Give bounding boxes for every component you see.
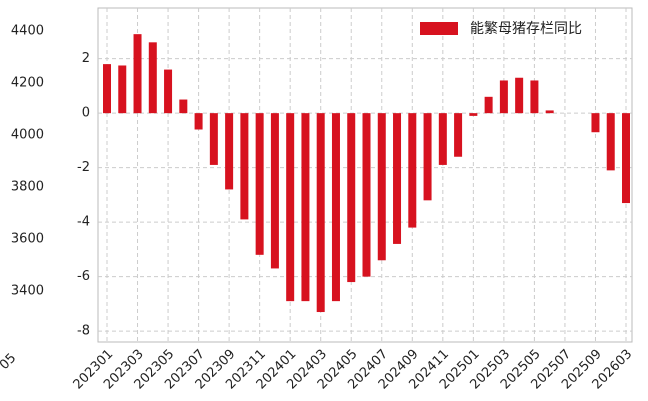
y-tick-label: -2	[77, 160, 90, 175]
bar	[515, 77, 524, 114]
bar	[240, 113, 249, 220]
bar	[194, 113, 203, 130]
bar	[103, 64, 111, 114]
bar	[499, 80, 508, 114]
y-tick-label: -6	[77, 269, 90, 284]
bar	[255, 113, 264, 255]
legend-swatch	[420, 22, 458, 35]
bar	[545, 110, 554, 114]
bar	[164, 69, 173, 114]
bar	[469, 113, 478, 116]
y2-tick-label: 3400	[11, 284, 44, 299]
bar	[286, 113, 295, 302]
y-tick-label: 0	[82, 106, 90, 121]
y-tick-label: -8	[77, 324, 90, 339]
bar	[301, 113, 310, 302]
bar	[408, 113, 417, 228]
bar	[591, 113, 600, 133]
bar	[606, 113, 615, 171]
bar	[179, 99, 188, 114]
clipped-label: 05	[0, 351, 19, 373]
bar	[454, 113, 463, 157]
bar	[423, 113, 432, 201]
y2-tick-label: 4000	[11, 127, 44, 142]
legend-label: 能繁母猪存栏同比	[470, 21, 582, 37]
y-tick-label: 2	[82, 51, 90, 66]
bar	[270, 113, 279, 269]
y2-tick-label: 4200	[11, 75, 44, 90]
bar	[622, 113, 630, 204]
bar	[393, 113, 402, 244]
bar	[316, 113, 325, 313]
bar	[118, 65, 127, 114]
y2-tick-label: 3600	[11, 231, 44, 246]
bar	[225, 113, 234, 190]
plot-frame	[97, 7, 633, 343]
bar	[209, 113, 218, 165]
y2-tick-label: 3800	[11, 179, 44, 194]
y-tick-label: -4	[77, 215, 90, 230]
y2-tick-label: 4400	[11, 23, 44, 38]
bar	[438, 113, 447, 165]
bar	[530, 80, 539, 114]
bar	[331, 113, 340, 302]
bar	[347, 113, 356, 283]
bar	[484, 96, 493, 114]
bar	[362, 113, 371, 277]
bar	[377, 113, 386, 261]
bar	[133, 34, 142, 114]
bar	[148, 42, 157, 114]
